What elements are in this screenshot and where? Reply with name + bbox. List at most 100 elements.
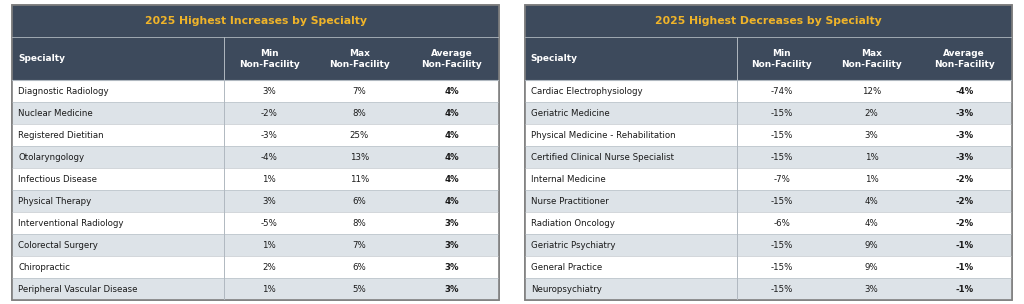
Text: 4%: 4% <box>444 197 459 206</box>
Text: 1%: 1% <box>865 153 879 162</box>
Text: Infectious Disease: Infectious Disease <box>18 175 97 184</box>
Text: 1%: 1% <box>262 285 276 294</box>
Text: -2%: -2% <box>955 175 973 184</box>
Text: Cardiac Electrophysiology: Cardiac Electrophysiology <box>530 87 642 95</box>
Bar <box>12 37 500 80</box>
Text: Physical Therapy: Physical Therapy <box>18 197 91 206</box>
Text: Registered Dietitian: Registered Dietitian <box>18 131 103 140</box>
Bar <box>524 124 1012 146</box>
Text: 2%: 2% <box>865 109 879 118</box>
Text: 8%: 8% <box>352 219 367 228</box>
Bar <box>524 37 1012 80</box>
Text: -74%: -74% <box>770 87 793 95</box>
Text: -4%: -4% <box>955 87 974 95</box>
Text: Otolaryngology: Otolaryngology <box>18 153 84 162</box>
Text: -3%: -3% <box>955 109 973 118</box>
Text: -3%: -3% <box>955 131 973 140</box>
Text: Specialty: Specialty <box>18 54 66 63</box>
Text: Physical Medicine - Rehabilitation: Physical Medicine - Rehabilitation <box>530 131 675 140</box>
Text: Specialty: Specialty <box>530 54 578 63</box>
Text: 9%: 9% <box>865 241 879 250</box>
Text: 4%: 4% <box>444 87 459 95</box>
Text: -15%: -15% <box>770 263 793 272</box>
Text: -15%: -15% <box>770 131 793 140</box>
Text: -15%: -15% <box>770 109 793 118</box>
Text: 3%: 3% <box>865 131 879 140</box>
Text: Colorectal Surgery: Colorectal Surgery <box>18 241 98 250</box>
Text: 4%: 4% <box>444 131 459 140</box>
Bar <box>524 146 1012 168</box>
Text: Average
Non-Facility: Average Non-Facility <box>421 49 482 69</box>
Bar <box>12 146 500 168</box>
Text: 2%: 2% <box>262 263 276 272</box>
Text: 13%: 13% <box>349 153 369 162</box>
Text: -15%: -15% <box>770 285 793 294</box>
Text: Average
Non-Facility: Average Non-Facility <box>934 49 994 69</box>
Bar <box>524 278 1012 300</box>
Bar <box>12 256 500 278</box>
Text: 4%: 4% <box>444 153 459 162</box>
Text: Max
Non-Facility: Max Non-Facility <box>329 49 389 69</box>
Text: 4%: 4% <box>444 175 459 184</box>
Text: Chiropractic: Chiropractic <box>18 263 70 272</box>
Text: -7%: -7% <box>773 175 791 184</box>
Bar <box>12 80 500 102</box>
Text: 2025 Highest Increases by Specialty: 2025 Highest Increases by Specialty <box>144 16 367 26</box>
Text: 3%: 3% <box>444 285 459 294</box>
Bar <box>524 5 1012 37</box>
Bar <box>524 212 1012 234</box>
Text: Peripheral Vascular Disease: Peripheral Vascular Disease <box>18 285 137 294</box>
Text: Diagnostic Radiology: Diagnostic Radiology <box>18 87 109 95</box>
Text: 2025 Highest Decreases by Specialty: 2025 Highest Decreases by Specialty <box>655 16 882 26</box>
Bar <box>524 80 1012 102</box>
Bar <box>524 256 1012 278</box>
Text: Min
Non-Facility: Min Non-Facility <box>239 49 299 69</box>
Text: 1%: 1% <box>262 175 276 184</box>
Bar <box>524 168 1012 190</box>
Bar <box>524 190 1012 212</box>
Text: -3%: -3% <box>261 131 278 140</box>
Text: -6%: -6% <box>773 219 791 228</box>
Text: -4%: -4% <box>261 153 278 162</box>
Text: 1%: 1% <box>262 241 276 250</box>
Bar <box>12 124 500 146</box>
Text: 4%: 4% <box>865 197 879 206</box>
Text: -1%: -1% <box>955 263 973 272</box>
Text: -15%: -15% <box>770 153 793 162</box>
Text: Nurse Practitioner: Nurse Practitioner <box>530 197 608 206</box>
Text: 3%: 3% <box>444 263 459 272</box>
Text: 7%: 7% <box>352 87 367 95</box>
Text: Geriatric Medicine: Geriatric Medicine <box>530 109 609 118</box>
Bar <box>524 234 1012 256</box>
Bar <box>12 102 500 124</box>
Text: -2%: -2% <box>955 219 973 228</box>
Text: 5%: 5% <box>352 285 367 294</box>
Text: -1%: -1% <box>955 241 973 250</box>
Text: 4%: 4% <box>865 219 879 228</box>
Text: 3%: 3% <box>444 241 459 250</box>
Text: 3%: 3% <box>865 285 879 294</box>
Text: -1%: -1% <box>955 285 973 294</box>
Text: Interventional Radiology: Interventional Radiology <box>18 219 124 228</box>
Text: 3%: 3% <box>444 219 459 228</box>
Text: 4%: 4% <box>444 109 459 118</box>
Bar <box>524 102 1012 124</box>
Text: -5%: -5% <box>261 219 278 228</box>
Text: 12%: 12% <box>862 87 882 95</box>
Text: -15%: -15% <box>770 241 793 250</box>
Text: Internal Medicine: Internal Medicine <box>530 175 605 184</box>
Text: Certified Clinical Nurse Specialist: Certified Clinical Nurse Specialist <box>530 153 674 162</box>
Text: General Practice: General Practice <box>530 263 602 272</box>
Text: 3%: 3% <box>262 197 276 206</box>
Bar <box>12 190 500 212</box>
Text: 6%: 6% <box>352 197 367 206</box>
Bar <box>12 168 500 190</box>
Text: Neuropsychiatry: Neuropsychiatry <box>530 285 601 294</box>
Text: 25%: 25% <box>349 131 369 140</box>
Text: -2%: -2% <box>261 109 278 118</box>
Text: Nuclear Medicine: Nuclear Medicine <box>18 109 93 118</box>
Text: -3%: -3% <box>955 153 973 162</box>
Bar <box>12 212 500 234</box>
Text: Radiation Oncology: Radiation Oncology <box>530 219 614 228</box>
Text: 8%: 8% <box>352 109 367 118</box>
